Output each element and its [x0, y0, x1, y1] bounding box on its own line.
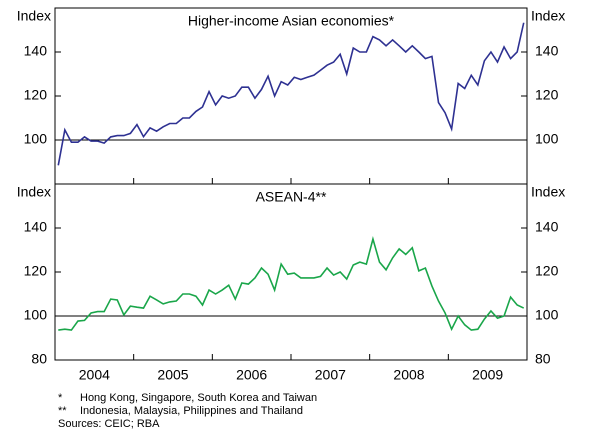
y2-tick-label: 120: [535, 87, 559, 103]
y2-tick-label: 120: [535, 263, 559, 279]
y-tick-label: 120: [24, 87, 48, 103]
x-tick-label: 2005: [157, 367, 188, 383]
note-text: Hong Kong, Singapore, South Korea and Ta…: [80, 392, 317, 404]
x-tick-label: 2004: [79, 367, 110, 383]
y-tick-label: 140: [24, 43, 48, 59]
y2-tick-label: 140: [535, 219, 559, 235]
y2-axis-label: Index: [531, 8, 565, 24]
panel-title: Higher-income Asian economies*: [188, 13, 395, 29]
y2-tick-label: 140: [535, 43, 559, 59]
x-tick-label: 2009: [472, 367, 503, 383]
y-axis-label: Index: [17, 8, 51, 24]
x-tick-label: 2006: [236, 367, 267, 383]
sources: Sources: CEIC; RBA: [58, 418, 160, 430]
line: [58, 235, 525, 332]
y-tick-label: 120: [24, 263, 48, 279]
y2-tick-label: 100: [535, 131, 559, 147]
y-tick-label: 100: [24, 307, 48, 323]
note-text: Indonesia, Malaysia, Philippines and Tha…: [80, 405, 303, 417]
panel-title: ASEAN-4**: [256, 189, 327, 205]
x-tick-label: 2007: [315, 367, 346, 383]
panel-frame: [54, 183, 528, 361]
y-tick-label: 80: [31, 351, 47, 367]
y-tick-label: 140: [24, 219, 48, 235]
y2-tick-label: 100: [535, 307, 559, 323]
note-mark: *: [58, 392, 63, 404]
y2-axis-label: Index: [531, 184, 565, 200]
note-mark: **: [58, 405, 67, 417]
y-axis-label: Index: [17, 184, 51, 200]
line: [57, 22, 525, 166]
y-tick-label: 100: [24, 131, 48, 147]
x-tick-label: 2008: [393, 367, 424, 383]
y2-tick-label: 80: [535, 351, 551, 367]
